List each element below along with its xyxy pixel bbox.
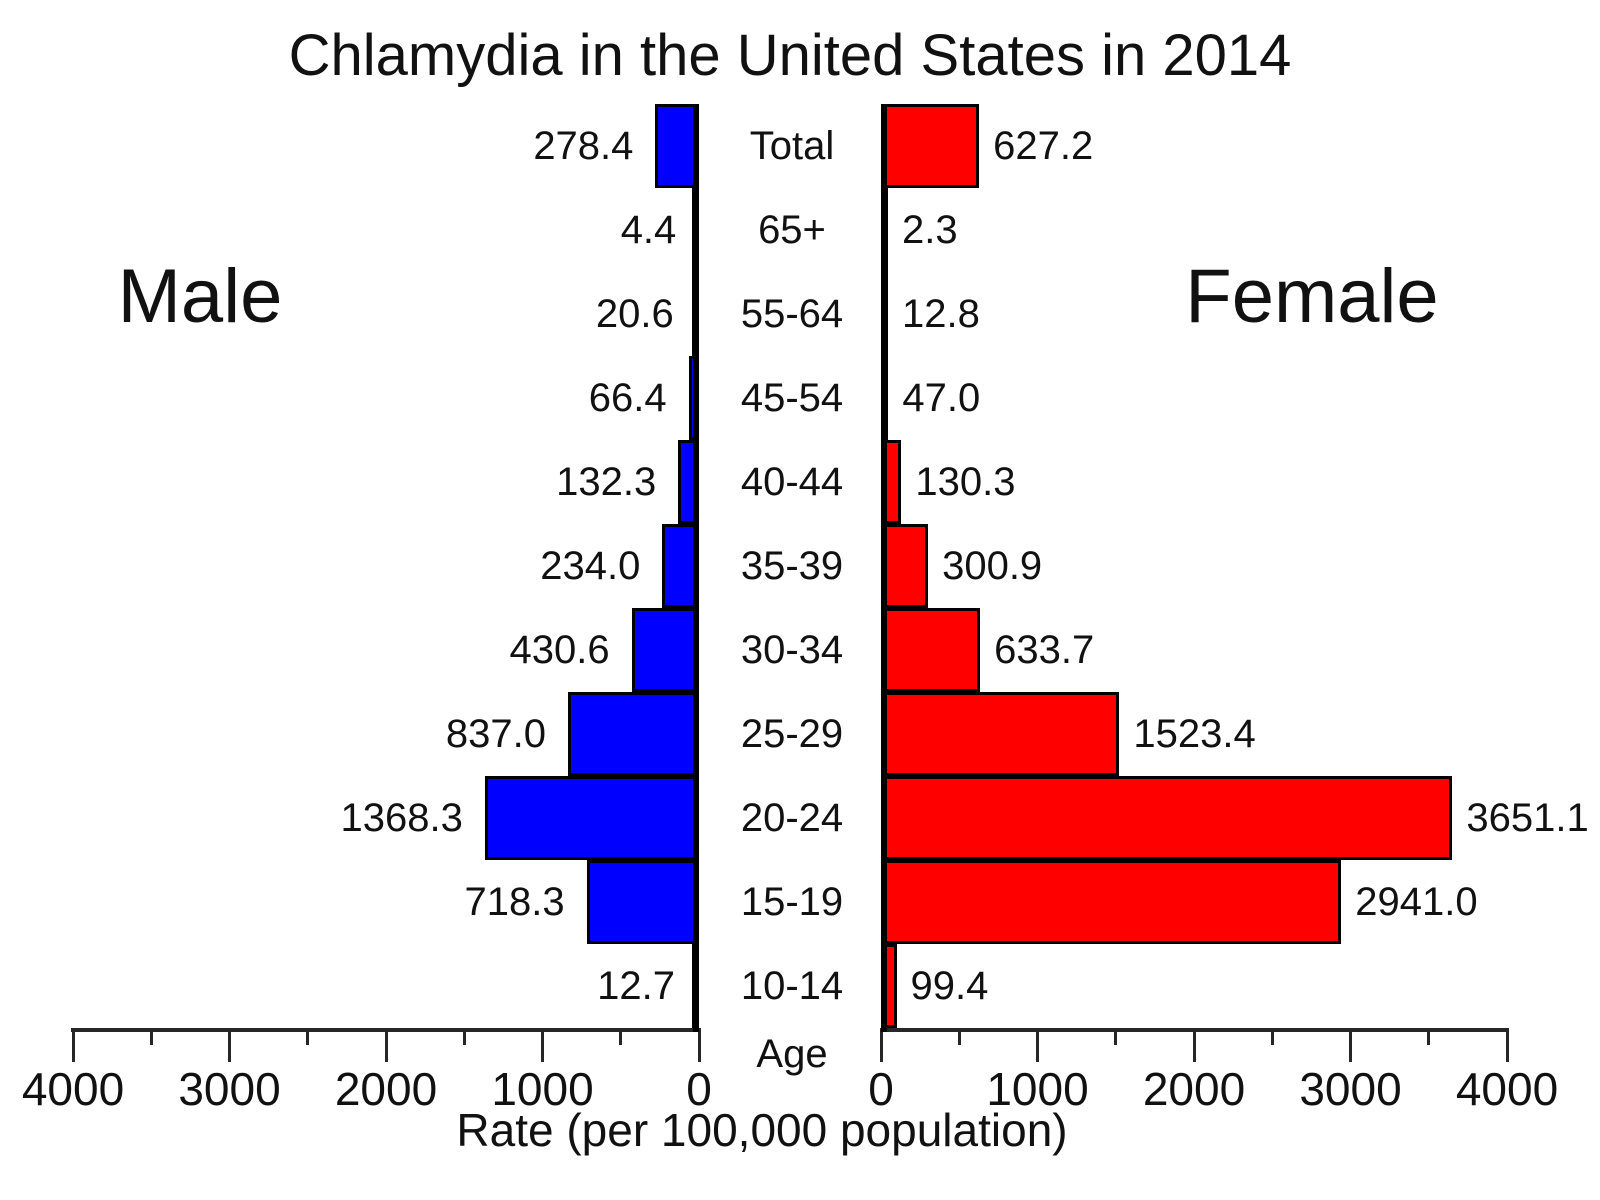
male-value-label: 20.6 [595, 292, 674, 336]
age-group-label: 65+ [758, 208, 826, 252]
tick-label: 0 [686, 1063, 712, 1115]
male-value-label: 837.0 [445, 712, 546, 756]
female-value-label: 99.4 [910, 964, 989, 1008]
male-side-label: Male [117, 254, 283, 339]
tick-label: 3000 [1299, 1063, 1402, 1115]
age-axis-label: Age [756, 1032, 828, 1076]
x-axis-label: Rate (per 100,000 population) [456, 1104, 1068, 1156]
minor-tick [1270, 1028, 1274, 1045]
tick-label: 4000 [1455, 1063, 1559, 1115]
age-group-label: 35-39 [740, 544, 844, 588]
major-tick [697, 1028, 701, 1062]
chart-title: Chlamydia in the United States in 2014 [288, 23, 1292, 88]
age-group-label: Total [749, 124, 835, 168]
female-value-label: 3651.1 [1466, 796, 1589, 840]
female-value-label: 300.9 [942, 544, 1043, 588]
male-value-label: 718.3 [464, 880, 565, 924]
female-value-label: 633.7 [994, 628, 1095, 672]
female-bar [881, 776, 1453, 860]
age-group-label: 30-34 [740, 628, 844, 672]
female-value-label: 2941.0 [1355, 880, 1478, 924]
tick-label: 4000 [21, 1063, 125, 1115]
major-tick [541, 1028, 544, 1062]
female-value-label: 130.3 [915, 460, 1016, 504]
age-group-label: 55-64 [740, 292, 844, 336]
female-bar [881, 860, 1342, 944]
age-group-label: 15-19 [740, 880, 844, 924]
male-value-label: 12.7 [597, 964, 675, 1008]
male-value-label: 4.4 [620, 208, 677, 252]
major-tick [71, 1028, 75, 1062]
female-bar [881, 608, 981, 692]
tick-label: 2000 [1142, 1063, 1246, 1115]
minor-tick [462, 1028, 466, 1045]
female-value-label: 1523.4 [1133, 712, 1256, 756]
female-value-label: 12.8 [902, 292, 980, 336]
male-bar [484, 776, 699, 860]
minor-tick [957, 1028, 961, 1045]
major-tick [1036, 1028, 1039, 1062]
male-value-label: 66.4 [588, 376, 667, 420]
female-value-label: 47.0 [902, 376, 981, 420]
minor-tick [1114, 1028, 1118, 1045]
age-group-label: 40-44 [740, 460, 844, 504]
male-value-label: 430.6 [509, 628, 610, 672]
male-bar [655, 104, 699, 188]
tick-label: 1000 [491, 1063, 594, 1115]
age-group-label: 25-29 [740, 712, 844, 756]
minor-tick [1427, 1028, 1431, 1045]
tick-label: 1000 [986, 1063, 1089, 1115]
female-side-label: Female [1185, 254, 1439, 339]
female-bar [881, 692, 1120, 776]
major-tick [1349, 1028, 1352, 1062]
age-group-label: 10-14 [740, 964, 844, 1008]
male-value-label: 278.4 [533, 124, 634, 168]
tick-label: 2000 [334, 1063, 438, 1115]
minor-tick [306, 1028, 310, 1045]
tick-label: 0 [868, 1063, 894, 1115]
male-axis-spine [693, 104, 699, 1032]
age-group-label: 20-24 [740, 796, 844, 840]
male-value-label: 132.3 [556, 460, 657, 504]
major-tick [384, 1028, 388, 1062]
minor-tick [149, 1028, 153, 1045]
major-tick [228, 1028, 231, 1062]
male-value-label: 234.0 [540, 544, 641, 588]
male-value-label: 1368.3 [340, 796, 463, 840]
female-value-label: 2.3 [902, 208, 958, 252]
minor-tick [619, 1028, 623, 1045]
tick-label: 3000 [178, 1063, 281, 1115]
major-tick [879, 1028, 883, 1062]
female-axis-spine [881, 104, 887, 1032]
major-tick [1192, 1028, 1196, 1062]
age-group-label: 45-54 [740, 376, 844, 420]
female-value-label: 627.2 [993, 124, 1094, 168]
major-tick [1505, 1028, 1509, 1062]
